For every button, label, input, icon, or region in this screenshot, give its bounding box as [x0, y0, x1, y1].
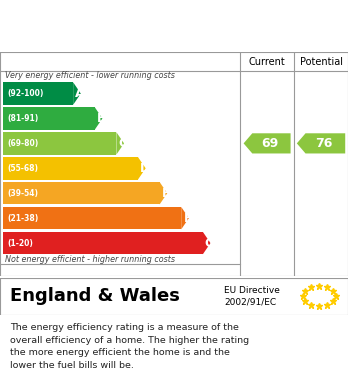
Polygon shape: [73, 83, 81, 105]
Text: (92-100): (92-100): [8, 89, 44, 98]
Text: D: D: [140, 162, 150, 175]
Bar: [3, 157, 138, 179]
Text: 76: 76: [315, 137, 332, 150]
Text: Very energy efficient - lower running costs: Very energy efficient - lower running co…: [5, 71, 175, 80]
Text: 69: 69: [261, 137, 278, 150]
Text: (39-54): (39-54): [8, 189, 39, 198]
Polygon shape: [244, 133, 291, 154]
Text: E: E: [162, 187, 171, 200]
Polygon shape: [116, 132, 124, 154]
Polygon shape: [138, 157, 146, 179]
Text: (69-80): (69-80): [8, 139, 39, 148]
Text: Current: Current: [249, 57, 285, 66]
Text: B: B: [97, 112, 106, 125]
Bar: [3, 132, 116, 154]
Text: G: G: [205, 237, 215, 249]
Bar: [3, 232, 203, 254]
Text: (81-91): (81-91): [8, 114, 39, 123]
Polygon shape: [203, 232, 211, 254]
Text: (21-38): (21-38): [8, 213, 39, 222]
Text: C: C: [119, 137, 128, 150]
Polygon shape: [95, 107, 102, 130]
Text: The energy efficiency rating is a measure of the
overall efficiency of a home. T: The energy efficiency rating is a measur…: [10, 323, 250, 370]
Polygon shape: [160, 182, 167, 204]
Text: England & Wales: England & Wales: [10, 287, 180, 305]
Text: A: A: [75, 87, 85, 100]
Polygon shape: [297, 133, 345, 154]
Text: Potential: Potential: [300, 57, 342, 66]
Text: (55-68): (55-68): [8, 164, 39, 173]
Text: Energy Efficiency Rating: Energy Efficiency Rating: [10, 18, 232, 34]
Bar: [3, 207, 181, 230]
Text: (1-20): (1-20): [8, 239, 33, 248]
Text: F: F: [184, 212, 192, 225]
Bar: [3, 182, 160, 204]
Text: EU Directive
2002/91/EC: EU Directive 2002/91/EC: [224, 286, 280, 307]
Bar: [3, 107, 95, 130]
Polygon shape: [181, 207, 189, 230]
Bar: [3, 83, 73, 105]
Text: Not energy efficient - higher running costs: Not energy efficient - higher running co…: [5, 255, 175, 264]
